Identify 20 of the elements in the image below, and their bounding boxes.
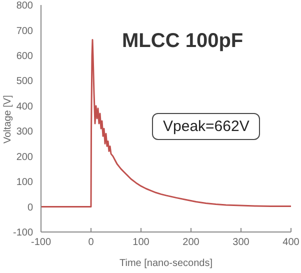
y-tick-label: 200 bbox=[16, 152, 34, 163]
x-tick-label: 400 bbox=[282, 237, 300, 248]
x-tick-label: 300 bbox=[232, 237, 250, 248]
y-tick-label: 300 bbox=[16, 126, 34, 138]
y-axis-title: Voltage [V] bbox=[2, 94, 14, 144]
y-tick-label: 100 bbox=[16, 177, 34, 188]
x-tick-label: 100 bbox=[132, 237, 150, 248]
y-tick-label: 600 bbox=[16, 50, 34, 62]
y-tick-label: 800 bbox=[16, 0, 34, 12]
y-tick-label: 400 bbox=[16, 101, 34, 112]
annotation: Vpeak=662V bbox=[152, 113, 260, 140]
x-tick-label: -100 bbox=[30, 237, 52, 248]
y-tick-label: 0 bbox=[27, 202, 34, 214]
x-tick-label: 0 bbox=[88, 237, 94, 248]
text: MLCC 100pF bbox=[122, 30, 244, 53]
x-tick-label: 200 bbox=[182, 237, 200, 248]
x-axis-title: Time [nano-seconds] bbox=[119, 258, 213, 269]
y-tick-label: 500 bbox=[16, 76, 34, 88]
y-tick-label: -100 bbox=[12, 228, 34, 239]
y-tick-label: 700 bbox=[16, 26, 34, 37]
